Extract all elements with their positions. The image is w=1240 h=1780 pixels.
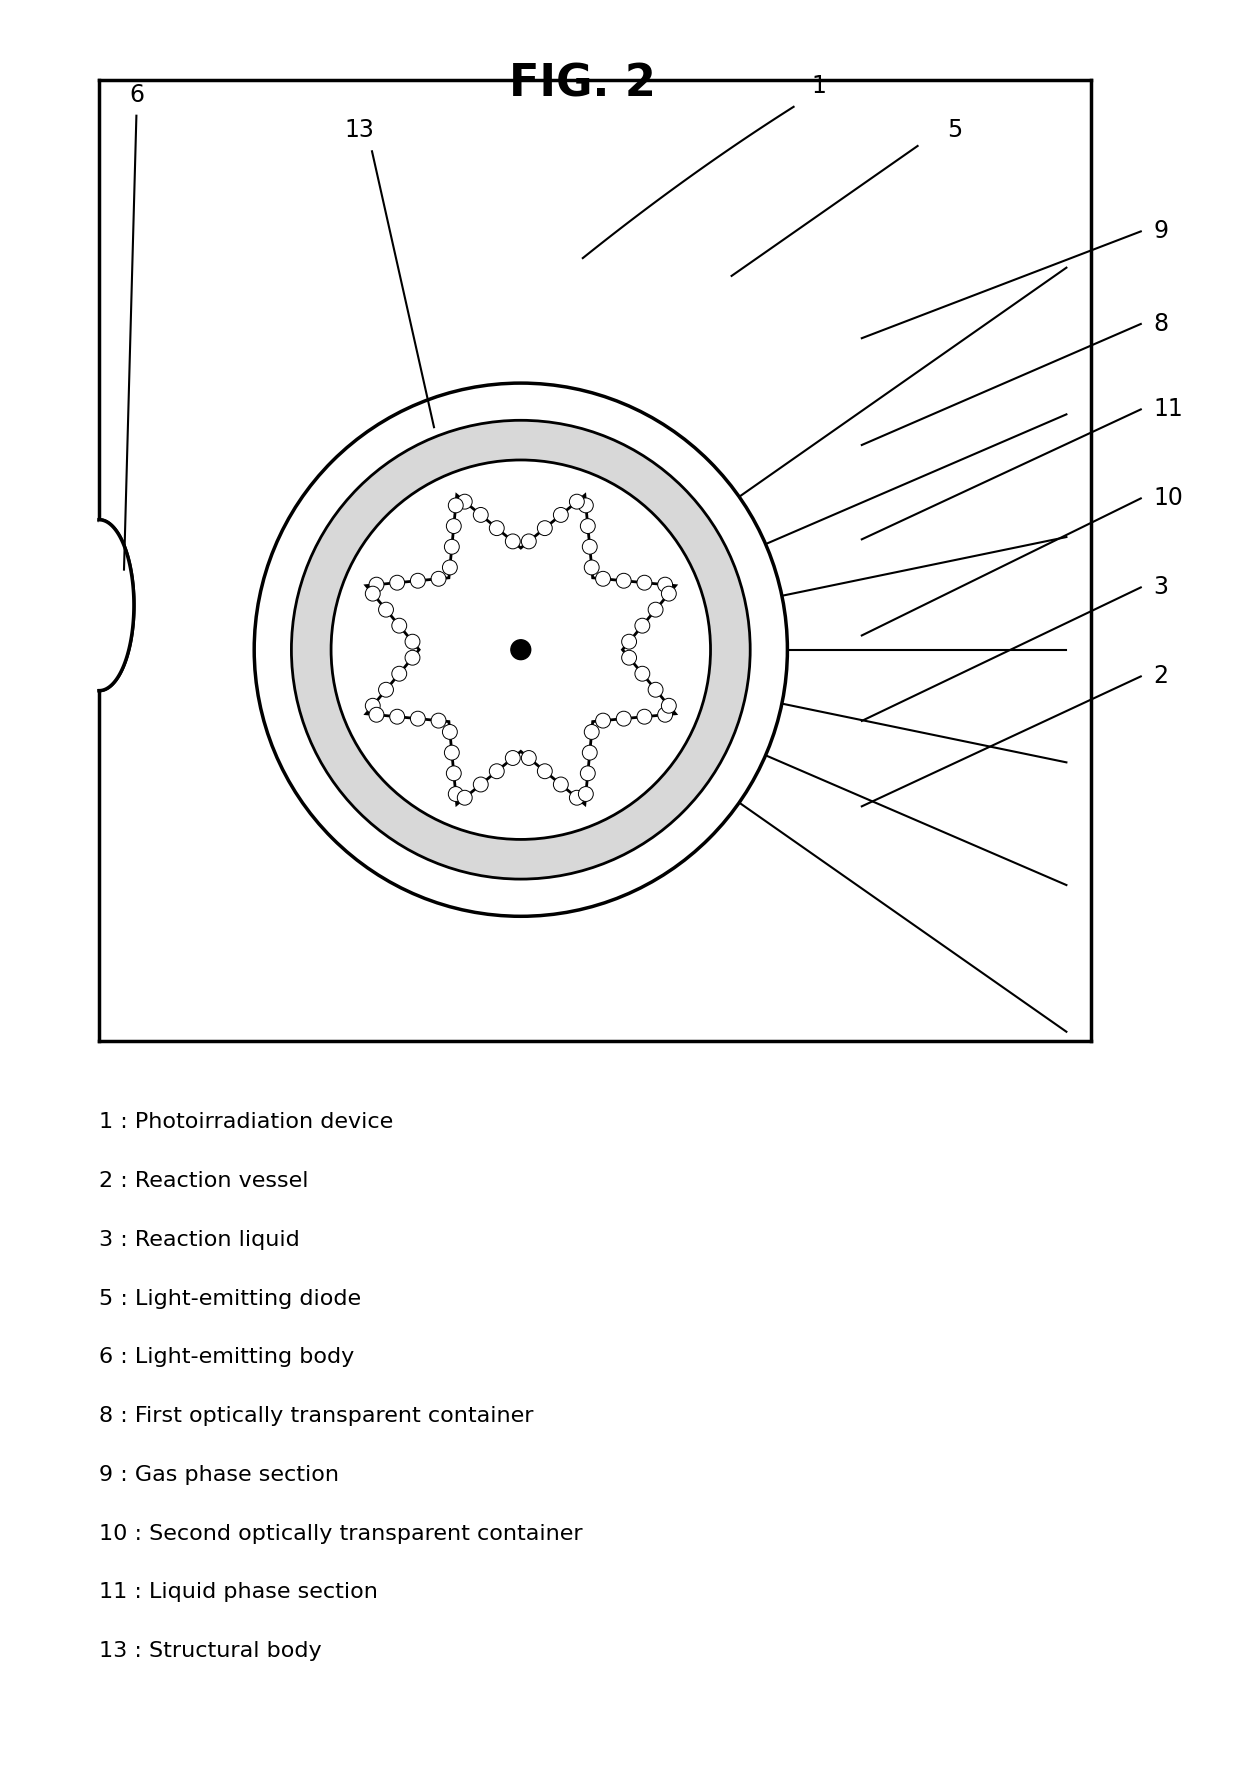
Text: 9: 9 (1153, 219, 1168, 244)
Text: 2: 2 (1153, 664, 1168, 689)
Text: FIG. 2: FIG. 2 (510, 62, 656, 105)
Circle shape (580, 518, 595, 534)
Circle shape (621, 650, 636, 666)
Circle shape (616, 712, 631, 726)
Text: 1 : Photoirradiation device: 1 : Photoirradiation device (99, 1112, 393, 1132)
Circle shape (389, 708, 404, 724)
Circle shape (578, 498, 593, 513)
Circle shape (449, 787, 464, 801)
Circle shape (649, 682, 663, 698)
Text: 5: 5 (947, 119, 962, 142)
Circle shape (405, 650, 420, 666)
Text: 5 : Light-emitting diode: 5 : Light-emitting diode (99, 1289, 361, 1308)
Circle shape (392, 666, 407, 682)
Circle shape (635, 666, 650, 682)
Circle shape (584, 561, 599, 575)
Text: 13 : Structural body: 13 : Structural body (99, 1641, 322, 1661)
Circle shape (580, 765, 595, 781)
Circle shape (569, 495, 584, 509)
Text: 8 : First optically transparent container: 8 : First optically transparent containe… (99, 1406, 533, 1426)
Circle shape (661, 586, 676, 602)
Circle shape (569, 790, 584, 805)
Circle shape (637, 708, 652, 724)
Circle shape (370, 707, 384, 723)
Circle shape (378, 602, 393, 618)
Circle shape (595, 571, 610, 586)
Polygon shape (99, 520, 134, 691)
Circle shape (506, 534, 521, 548)
Circle shape (443, 724, 458, 739)
Circle shape (446, 518, 461, 534)
Circle shape (521, 751, 536, 765)
Polygon shape (366, 495, 676, 805)
Text: 3: 3 (1153, 575, 1168, 600)
Text: 9 : Gas phase section: 9 : Gas phase section (99, 1465, 340, 1485)
Circle shape (661, 698, 676, 714)
Circle shape (446, 765, 461, 781)
Circle shape (621, 634, 636, 650)
Circle shape (506, 751, 521, 765)
Circle shape (389, 575, 404, 591)
Circle shape (410, 573, 425, 587)
Circle shape (458, 495, 472, 509)
Text: 3 : Reaction liquid: 3 : Reaction liquid (99, 1230, 300, 1250)
Text: 10: 10 (1153, 486, 1183, 511)
Circle shape (410, 712, 425, 726)
Circle shape (511, 639, 531, 660)
Circle shape (583, 539, 598, 554)
Circle shape (458, 790, 472, 805)
Circle shape (657, 707, 672, 723)
Circle shape (595, 714, 610, 728)
Text: 8: 8 (1153, 312, 1168, 336)
Circle shape (649, 602, 663, 618)
Circle shape (637, 575, 652, 591)
Circle shape (370, 577, 384, 593)
Circle shape (291, 420, 750, 879)
Circle shape (583, 746, 598, 760)
Circle shape (392, 618, 407, 634)
Text: 13: 13 (345, 119, 374, 142)
Text: 6 : Light-emitting body: 6 : Light-emitting body (99, 1347, 355, 1367)
Circle shape (432, 571, 446, 586)
Text: 11: 11 (1153, 397, 1183, 422)
Circle shape (449, 498, 464, 513)
Circle shape (474, 507, 489, 522)
Circle shape (490, 522, 505, 536)
Text: 6: 6 (129, 84, 144, 107)
Circle shape (378, 682, 393, 698)
Circle shape (444, 539, 459, 554)
Circle shape (366, 698, 381, 714)
Circle shape (331, 459, 711, 840)
Circle shape (474, 778, 489, 792)
Circle shape (490, 764, 505, 778)
Circle shape (657, 577, 672, 593)
Circle shape (443, 561, 458, 575)
Circle shape (366, 586, 381, 602)
Circle shape (584, 724, 599, 739)
Text: 10 : Second optically transparent container: 10 : Second optically transparent contai… (99, 1524, 583, 1543)
Circle shape (537, 522, 552, 536)
Circle shape (553, 507, 568, 522)
Circle shape (254, 383, 787, 917)
Text: 2 : Reaction vessel: 2 : Reaction vessel (99, 1171, 309, 1191)
Text: 11 : Liquid phase section: 11 : Liquid phase section (99, 1582, 378, 1602)
Circle shape (578, 787, 593, 801)
Circle shape (537, 764, 552, 778)
Circle shape (635, 618, 650, 634)
Text: 1: 1 (811, 75, 826, 98)
Circle shape (553, 778, 568, 792)
Circle shape (444, 746, 459, 760)
Circle shape (432, 714, 446, 728)
Circle shape (405, 634, 420, 650)
Circle shape (521, 534, 536, 548)
Circle shape (616, 573, 631, 587)
